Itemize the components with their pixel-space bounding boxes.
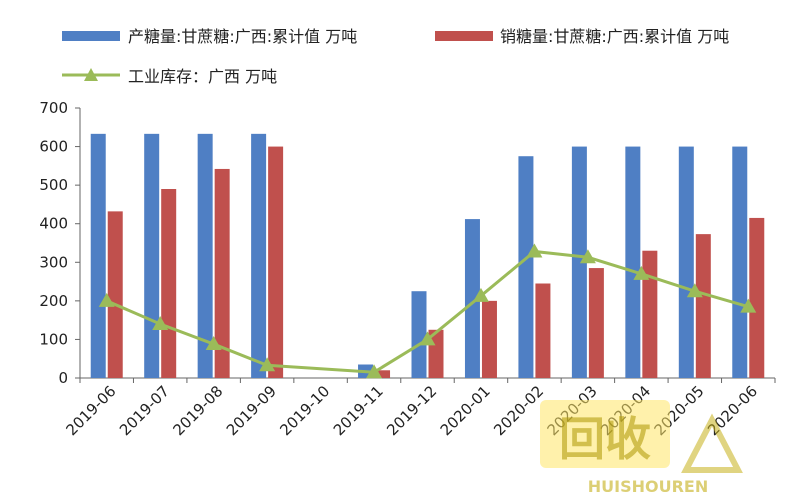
bar-sales <box>268 146 284 378</box>
inventory-marker <box>419 331 436 346</box>
watermark-logo-icon <box>681 413 743 473</box>
y-tick-label: 600 <box>39 138 68 156</box>
bar-sales <box>107 211 123 378</box>
bar-production <box>197 133 213 378</box>
legend-label-production: 产糖量:甘蔗糖:广西:累计值 万吨 <box>128 27 357 46</box>
inventory-line <box>106 249 749 374</box>
bar-sales <box>161 189 177 378</box>
x-tick-label: 2020-06 <box>704 382 761 439</box>
legend-label-sales: 销糖量:甘蔗糖:广西:累计值 万吨 <box>500 27 729 46</box>
y-tick-label: 100 <box>39 330 68 348</box>
y-tick-label: 300 <box>39 253 68 271</box>
legend-swatch-sales <box>435 31 493 41</box>
bar-production <box>90 133 106 378</box>
inventory-marker <box>205 336 222 351</box>
inventory-marker <box>366 364 383 379</box>
inventory-marker <box>633 265 650 280</box>
y-tick-label: 700 <box>39 99 68 117</box>
watermark: 回收 HUISHOUREN <box>540 400 743 496</box>
inventory-marker <box>472 287 489 302</box>
y-tick-label: 200 <box>39 292 68 310</box>
bar-production <box>571 146 587 378</box>
bar-production <box>625 146 641 378</box>
x-tick-label: 2020-01 <box>437 382 494 439</box>
bar-sales <box>588 268 604 378</box>
watermark-sub-text: HUISHOUREN <box>588 477 708 496</box>
y-tick-label: 400 <box>39 215 68 233</box>
inventory-line-group <box>98 243 757 379</box>
bar-sales <box>481 300 497 378</box>
inventory-marker <box>526 243 543 258</box>
legend-label-inventory: 工业库存：广西 万吨 <box>128 67 277 86</box>
x-tick-label: 2019-07 <box>116 382 173 439</box>
bar-sales <box>375 370 391 378</box>
legend-marker-inventory <box>84 68 98 81</box>
legend: 产糖量:甘蔗糖:广西:累计值 万吨 销糖量:甘蔗糖:广西:累计值 万吨 工业库存… <box>62 27 729 86</box>
bar-production <box>251 133 267 378</box>
x-tick-label: 2020-02 <box>490 382 547 439</box>
inventory-marker <box>579 249 596 264</box>
legend-swatch-production <box>62 31 120 41</box>
bar-production <box>464 219 480 378</box>
inventory-marker <box>98 292 115 307</box>
x-tick-label: 2019-12 <box>383 382 440 439</box>
y-tick-label: 0 <box>58 369 68 387</box>
x-tick-label: 2019-11 <box>330 382 387 439</box>
bar-sales <box>214 168 230 378</box>
bar-sales <box>695 234 711 378</box>
inventory-marker <box>152 316 169 330</box>
bar-production <box>678 146 694 378</box>
x-tick-label: 2019-09 <box>223 382 280 439</box>
bar-production <box>732 146 748 378</box>
watermark-main-text: 回收 <box>559 412 651 466</box>
y-tick-label: 500 <box>39 176 68 194</box>
bar-sales <box>642 250 658 378</box>
x-tick-label: 2019-08 <box>169 382 226 439</box>
x-tick-label: 2019-10 <box>276 382 333 439</box>
bar-sales <box>749 217 765 378</box>
watermark-badge <box>540 400 670 468</box>
inventory-marker <box>740 298 757 313</box>
x-tick-label: 2019-06 <box>63 382 120 439</box>
inventory-marker <box>259 357 276 372</box>
bar-production <box>144 133 160 378</box>
bar-production <box>411 291 427 378</box>
bar-production <box>518 156 534 378</box>
bars <box>90 133 765 378</box>
bar-sales <box>535 283 551 378</box>
inventory-marker <box>686 283 703 298</box>
